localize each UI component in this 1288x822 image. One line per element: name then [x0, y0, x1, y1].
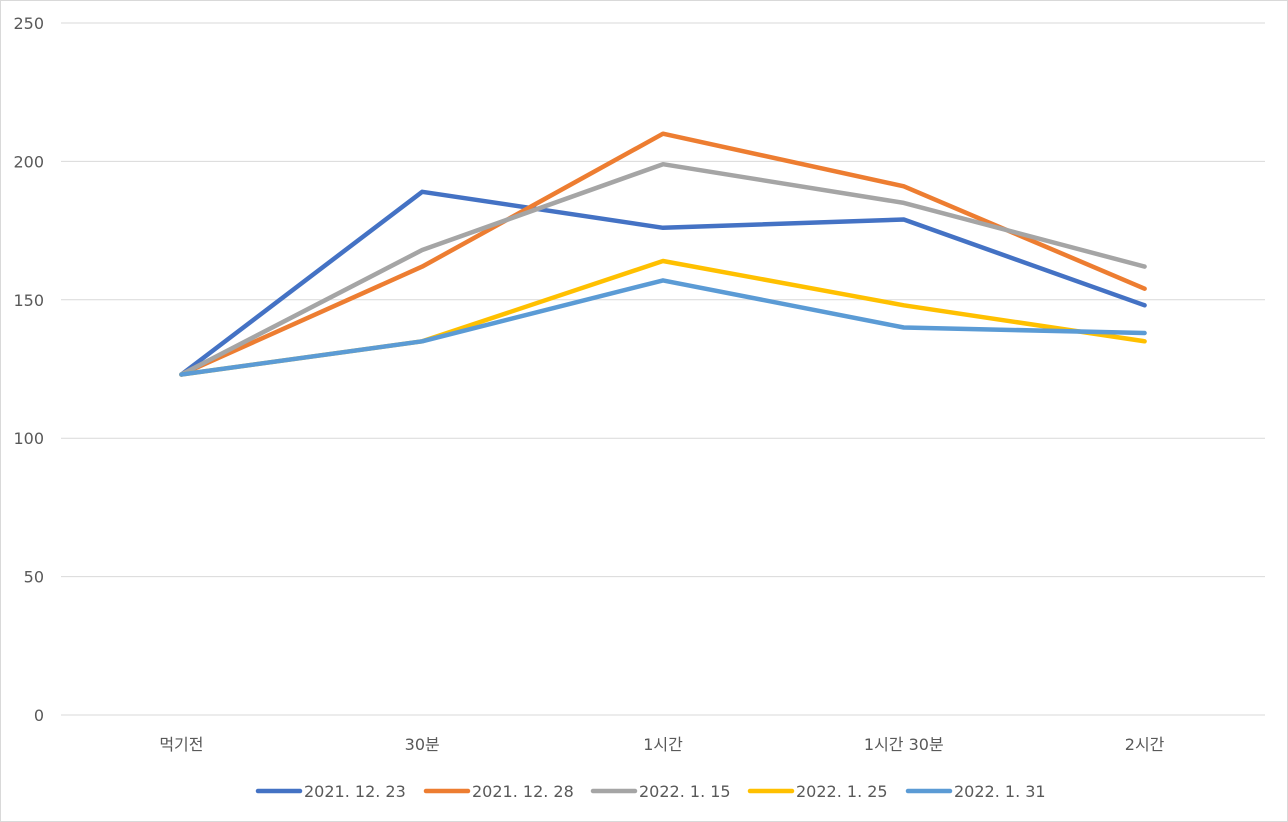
x-tick-label: 2시간 [1125, 735, 1165, 754]
legend-label: 2022. 1. 31 [954, 782, 1046, 801]
y-tick-label: 150 [13, 291, 44, 310]
legend-label: 2022. 1. 25 [796, 782, 888, 801]
series-line [179, 258, 1147, 377]
series-line [179, 161, 1147, 377]
legend: 2021. 12. 23 2021. 12. 28 2022. 1. 15 2022.… [255, 782, 1046, 801]
series-line [179, 189, 1147, 377]
x-axis-tick-labels: 먹기전 30분 1시간 1시간 30분 2시간 [159, 735, 1164, 754]
legend-label: 2021. 12. 28 [472, 782, 574, 801]
y-axis-tick-labels: 0 50 100 150 200 250 [13, 14, 44, 725]
x-tick-label: 먹기전 [159, 735, 203, 754]
legend-label: 2021. 12. 23 [304, 782, 406, 801]
x-tick-label: 1시간 30분 [864, 735, 944, 754]
y-tick-label: 250 [13, 14, 44, 33]
series-line [179, 131, 1147, 377]
gridlines [61, 22, 1265, 716]
series-line [179, 278, 1147, 377]
series-lines [179, 131, 1147, 377]
x-tick-label: 30분 [405, 735, 440, 754]
y-tick-label: 200 [13, 152, 44, 171]
x-tick-label: 1시간 [643, 735, 683, 754]
y-tick-label: 50 [24, 568, 44, 587]
legend-label: 2022. 1. 15 [639, 782, 731, 801]
y-tick-label: 0 [34, 706, 44, 725]
y-tick-label: 100 [13, 429, 44, 448]
